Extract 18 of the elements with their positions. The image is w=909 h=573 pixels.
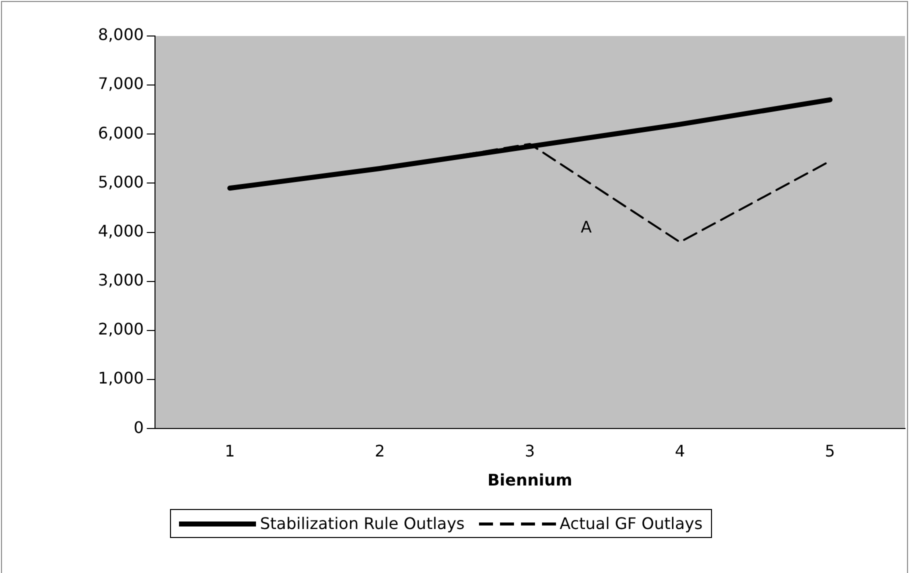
annotation: A: [580, 218, 592, 237]
y-tick-label: 6,000: [98, 123, 144, 142]
x-axis-title: Biennium: [487, 470, 572, 490]
y-tick-label: 4,000: [98, 221, 144, 240]
x-tick-label: 4: [674, 441, 686, 460]
x-tick-label: 5: [824, 441, 836, 460]
y-tick-label: 8,000: [98, 25, 144, 44]
x-tick-label: 3: [524, 441, 535, 460]
y-tick-label: 7,000: [98, 74, 144, 94]
legend-label: Stabilization Rule Outlays: [260, 514, 465, 533]
y-tick-label: 1,000: [98, 368, 144, 388]
y-tick-label: 2,000: [98, 320, 144, 339]
y-tick-label: 5,000: [98, 172, 144, 192]
y-tick-label: 3,000: [98, 270, 144, 290]
x-tick-label: 2: [374, 441, 385, 460]
legend-label: Actual GF Outlays: [560, 514, 703, 533]
x-tick-label: 1: [224, 441, 235, 460]
y-tick-label: 0: [134, 418, 144, 437]
